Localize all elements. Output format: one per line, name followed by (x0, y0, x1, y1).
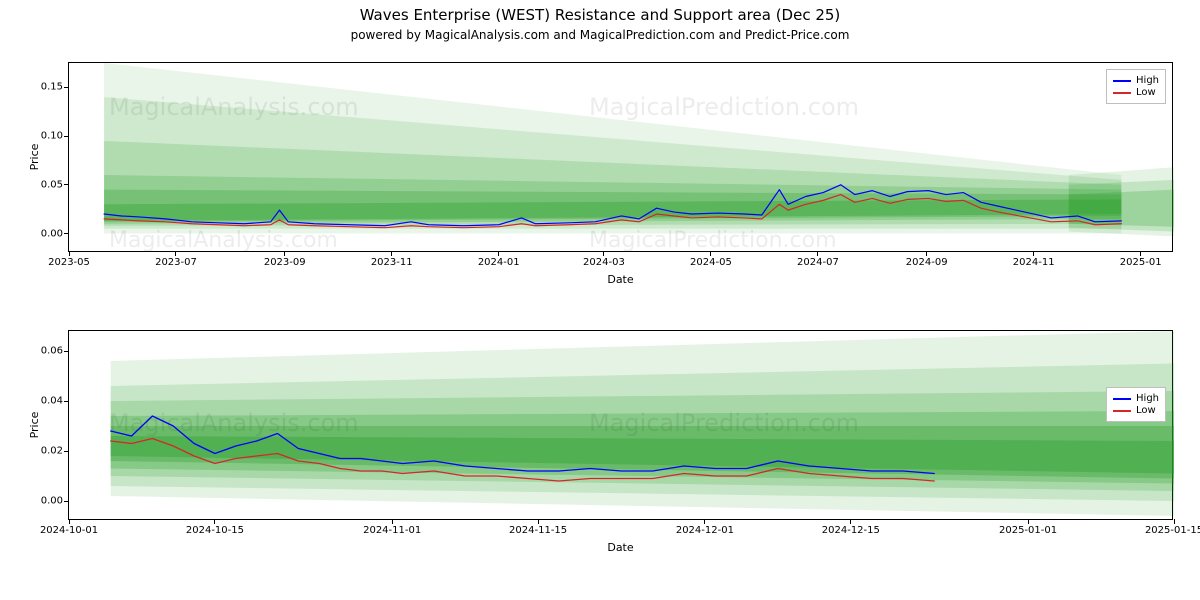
xtick-label: 2024-07 (797, 251, 839, 268)
legend-row: Low (1113, 87, 1159, 98)
xtick-label: 2024-11-15 (509, 519, 567, 536)
xtick-label: 2024-10-01 (40, 519, 98, 536)
xtick-label: 2025-01-01 (999, 519, 1057, 536)
legend-swatch (1113, 410, 1131, 412)
legend-row: High (1113, 393, 1159, 404)
xtick-label: 2025-01 (1120, 251, 1162, 268)
legend-label: High (1136, 75, 1159, 86)
xtick-label: 2024-12-15 (822, 519, 880, 536)
xtick-label: 2025-01-15 (1145, 519, 1200, 536)
xtick-label: 2023-09 (264, 251, 306, 268)
xtick-label: 2024-12-01 (676, 519, 734, 536)
legend-label: Low (1136, 405, 1156, 416)
figure: Waves Enterprise (WEST) Resistance and S… (0, 0, 1200, 600)
top-chart-svg (69, 63, 1172, 251)
ytick-label: 0.15 (41, 82, 69, 93)
ytick-label: 0.00 (41, 228, 69, 239)
chart-subtitle: powered by MagicalAnalysis.com and Magic… (0, 28, 1200, 42)
legend-label: High (1136, 393, 1159, 404)
xtick-label: 2023-07 (155, 251, 197, 268)
legend-swatch (1113, 92, 1131, 94)
xtick-label: 2024-01 (478, 251, 520, 268)
legend-swatch (1113, 80, 1131, 82)
xtick-label: 2023-05 (48, 251, 90, 268)
xtick-label: 2024-11 (1013, 251, 1055, 268)
ylabel-top: Price (28, 144, 41, 171)
xtick-label: 2024-09 (906, 251, 948, 268)
xtick-label: 2024-10-15 (186, 519, 244, 536)
xtick-label: 2024-11-01 (363, 519, 421, 536)
ytick-label: 0.02 (41, 446, 69, 457)
ytick-label: 0.06 (41, 346, 69, 357)
bottom-chart-panel: Price Date MagicalAnalysis.com MagicalPr… (68, 330, 1173, 520)
ylabel-bottom: Price (28, 412, 41, 439)
legend-row: Low (1113, 405, 1159, 416)
legend-bottom: HighLow (1106, 387, 1166, 422)
legend-row: High (1113, 75, 1159, 86)
bottom-chart-svg (69, 331, 1172, 519)
legend-swatch (1113, 398, 1131, 400)
ytick-label: 0.04 (41, 396, 69, 407)
xtick-label: 2024-03 (583, 251, 625, 268)
ytick-label: 0.00 (41, 496, 69, 507)
legend-top: HighLow (1106, 69, 1166, 104)
ytick-label: 0.05 (41, 179, 69, 190)
top-chart-panel: Price Date MagicalAnalysis.com MagicalPr… (68, 62, 1173, 252)
ytick-label: 0.10 (41, 131, 69, 142)
xtick-label: 2024-05 (690, 251, 732, 268)
xtick-label: 2023-11 (371, 251, 413, 268)
chart-title: Waves Enterprise (WEST) Resistance and S… (0, 6, 1200, 24)
legend-label: Low (1136, 87, 1156, 98)
